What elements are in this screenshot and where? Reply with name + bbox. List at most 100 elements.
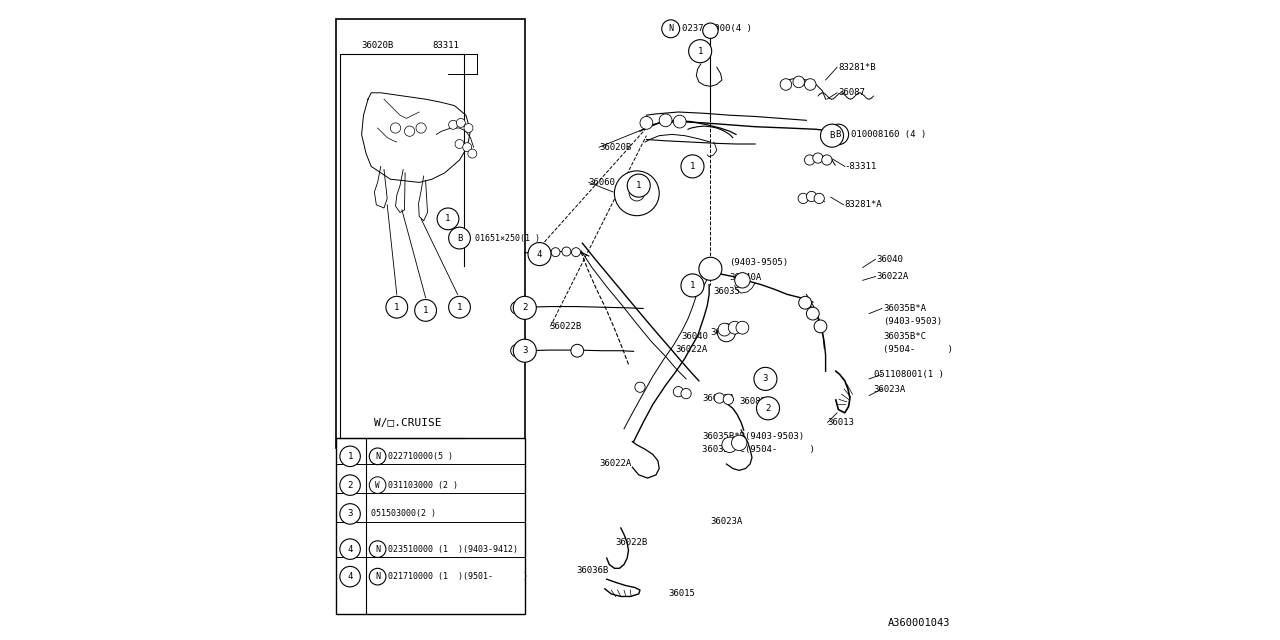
Circle shape [806, 191, 817, 202]
Circle shape [722, 437, 737, 452]
Text: 36020B: 36020B [599, 143, 631, 152]
Circle shape [723, 394, 733, 404]
Circle shape [820, 124, 844, 147]
Text: 1: 1 [636, 181, 641, 190]
Text: (9504-      ): (9504- ) [883, 345, 954, 354]
Circle shape [387, 296, 408, 318]
Circle shape [571, 248, 581, 257]
Text: -83311: -83311 [845, 162, 877, 171]
Circle shape [369, 541, 387, 557]
Text: N: N [375, 545, 380, 554]
Circle shape [689, 40, 712, 63]
Text: 83311: 83311 [433, 41, 458, 50]
Text: 36015: 36015 [668, 589, 695, 598]
Circle shape [369, 477, 387, 493]
Circle shape [805, 79, 817, 90]
Circle shape [781, 79, 791, 90]
Circle shape [736, 321, 749, 334]
Circle shape [756, 397, 780, 420]
Text: 36036: 36036 [710, 328, 737, 337]
Circle shape [717, 324, 735, 342]
Text: 36013: 36013 [828, 418, 854, 427]
Text: 36022B: 36022B [549, 322, 581, 331]
Text: 36085: 36085 [740, 397, 765, 406]
Text: 83281*A: 83281*A [845, 200, 882, 209]
Text: 2: 2 [522, 303, 527, 312]
Text: 051108001(1 ): 051108001(1 ) [874, 370, 943, 379]
Text: (9403-9503): (9403-9503) [883, 317, 942, 326]
Circle shape [714, 393, 724, 403]
Circle shape [404, 126, 415, 136]
Text: 36022A: 36022A [877, 272, 909, 281]
Circle shape [799, 296, 812, 309]
Text: 2: 2 [765, 404, 771, 413]
Circle shape [806, 307, 819, 320]
Text: 022710000(5 ): 022710000(5 ) [388, 452, 453, 461]
Text: 36040: 36040 [681, 332, 708, 340]
Text: 36035: 36035 [713, 287, 740, 296]
Text: 1: 1 [445, 214, 451, 223]
Text: 36022B: 36022B [616, 538, 648, 547]
Text: 023708000(4 ): 023708000(4 ) [682, 24, 753, 33]
Circle shape [805, 155, 815, 165]
Circle shape [681, 155, 704, 178]
Text: 1: 1 [690, 162, 695, 171]
Circle shape [529, 243, 550, 266]
Text: 4: 4 [347, 572, 353, 581]
Text: 36023A: 36023A [874, 385, 906, 394]
Text: 021710000 (1  )(9501-      ): 021710000 (1 )(9501- ) [388, 572, 527, 581]
Text: N: N [668, 24, 673, 33]
Circle shape [465, 124, 474, 132]
Circle shape [340, 566, 361, 587]
Circle shape [571, 344, 584, 357]
Circle shape [448, 120, 458, 129]
Text: 01651×250(1 ): 01651×250(1 ) [475, 234, 540, 243]
Circle shape [681, 274, 704, 297]
Circle shape [699, 257, 722, 280]
Circle shape [390, 123, 401, 133]
Text: 3: 3 [522, 346, 527, 355]
Text: 36060: 36060 [589, 178, 616, 187]
Circle shape [814, 193, 824, 204]
Text: 36087: 36087 [838, 88, 865, 97]
Circle shape [614, 171, 659, 216]
Circle shape [673, 115, 686, 128]
Text: 36022A: 36022A [599, 459, 631, 468]
Text: 1: 1 [690, 281, 695, 290]
Circle shape [340, 504, 361, 524]
Text: 4: 4 [347, 545, 353, 554]
Text: 36023A: 36023A [710, 517, 742, 526]
Text: 1: 1 [422, 306, 429, 315]
Circle shape [735, 273, 750, 288]
Text: 1: 1 [698, 47, 703, 56]
Circle shape [415, 300, 436, 321]
Text: 4: 4 [536, 250, 543, 259]
Text: 36035B*C(9504-      ): 36035B*C(9504- ) [701, 445, 815, 454]
Circle shape [828, 124, 849, 145]
Circle shape [340, 475, 361, 495]
Text: A360001043: A360001043 [888, 618, 950, 628]
Circle shape [340, 446, 361, 467]
Text: 1: 1 [394, 303, 399, 312]
Text: 010008160 (4 ): 010008160 (4 ) [851, 130, 927, 139]
Circle shape [463, 143, 472, 152]
Text: (9403-9505): (9403-9505) [730, 258, 788, 267]
Text: 023510000 (1  )(9403-9412): 023510000 (1 )(9403-9412) [388, 545, 518, 554]
Circle shape [728, 321, 741, 334]
Circle shape [511, 301, 524, 314]
Circle shape [822, 155, 832, 165]
Text: 3: 3 [347, 509, 353, 518]
Circle shape [513, 339, 536, 362]
Circle shape [681, 388, 691, 399]
Circle shape [732, 435, 748, 451]
Text: 83281*B: 83281*B [838, 63, 876, 72]
Text: B: B [836, 130, 841, 139]
Text: 3: 3 [763, 374, 768, 383]
Text: W/□.CRUISE: W/□.CRUISE [374, 418, 442, 428]
Circle shape [635, 382, 645, 392]
Circle shape [718, 323, 731, 336]
Text: 36035B*C: 36035B*C [883, 332, 927, 340]
Text: N: N [375, 572, 380, 581]
Text: 36022A: 36022A [676, 345, 708, 354]
Text: 1: 1 [347, 452, 353, 461]
